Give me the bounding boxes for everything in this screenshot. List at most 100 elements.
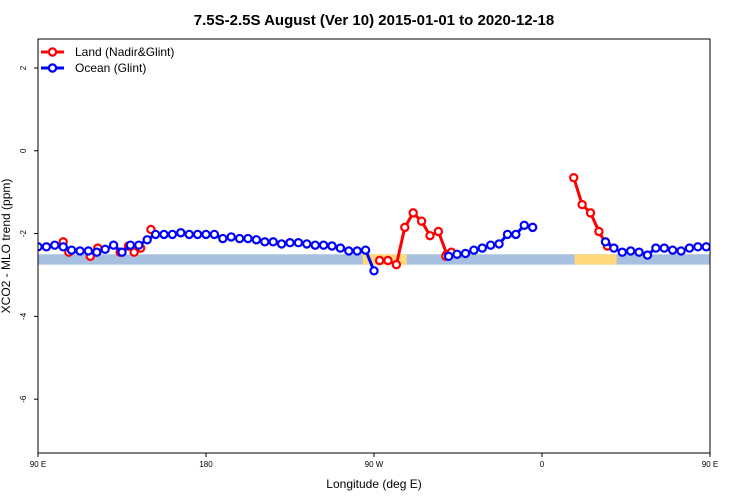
land-seg-5-point-1 [383, 255, 393, 266]
x-tick-label-1: 180 [199, 460, 213, 469]
y-tick-label-3: -4 [19, 312, 28, 320]
ocean-group-0-point-28 [268, 237, 278, 247]
ocean-group-0-point-23 [226, 232, 236, 242]
ocean-group-2-point-13 [709, 244, 710, 246]
ocean-group-0-point-18 [184, 229, 194, 240]
ocean-group-0-point-8 [100, 244, 110, 255]
ocean-group-0-point-2 [50, 240, 60, 250]
ocean-group-0-point-33 [310, 240, 320, 250]
ocean-group-0-point-14 [150, 229, 161, 240]
x-tick-label-3: 0 [540, 460, 545, 469]
land-seg-7-point-3 [594, 226, 604, 237]
land-seg-5-point-3 [400, 222, 410, 233]
y-tick-label-2: -2 [19, 229, 28, 237]
x-tick-label-2: 90 W [365, 460, 384, 469]
ocean-group-1-point-6 [494, 239, 504, 249]
ocean-group-0-point-13 [142, 235, 152, 245]
ocean-group-1-point-8 [511, 229, 521, 240]
land-seg-5-point-7 [433, 226, 444, 237]
ocean-group-1-point-1 [452, 249, 462, 259]
ocean-group-0-point-11 [125, 240, 136, 250]
ocean-group-2-point-11 [693, 242, 703, 252]
ocean-group-0-point-36 [335, 243, 346, 253]
ocean-group-0-point-24 [234, 233, 245, 244]
legend-ocean-label: Ocean (Glint) [75, 61, 146, 75]
ocean-group-0-point-4 [66, 245, 77, 255]
land-seg-7-point-0 [569, 172, 579, 183]
ocean-group-2-point-9 [676, 246, 686, 256]
ocean-group-2-point-16 [736, 247, 743, 254]
land-seg-7-point-2 [585, 208, 596, 218]
legend-land-marker [47, 47, 58, 57]
ocean-group-2-point-3 [625, 246, 636, 256]
land-seg-3-point-0 [129, 247, 139, 257]
ocean-group-0-point-40 [369, 266, 379, 276]
ocean-group-0-point-39 [360, 245, 371, 255]
ocean-group-0-point-30 [285, 237, 295, 248]
ocean-group-2-point-17 [745, 249, 750, 256]
ocean-group-2-point-2 [617, 247, 627, 257]
ocean-group-0-point-37 [344, 246, 354, 256]
ocean-group-1-point-3 [469, 245, 479, 255]
series-layer [38, 172, 750, 276]
land-seg-5-point-6 [425, 230, 435, 241]
y-tick-label-1: 0 [19, 148, 28, 153]
ocean-group-0-point-25 [243, 233, 253, 244]
ocean-group-0-point-38 [352, 246, 362, 256]
y-tick-label-0: 2 [19, 65, 28, 70]
land-band-1 [574, 254, 617, 265]
ocean-group-0-point-15 [159, 229, 169, 240]
land-seg-5-point-5 [416, 216, 427, 226]
ocean-group-0-point-31 [293, 237, 304, 248]
ocean-group-1-point-4 [477, 243, 487, 253]
ocean-group-1-point-5 [485, 240, 496, 250]
ocean-group-2-point-7 [659, 243, 669, 253]
land-seg-5-point-0 [374, 255, 385, 266]
ocean-group-1-point-0 [443, 251, 454, 262]
ocean-group-0-point-9 [108, 240, 119, 250]
ocean-group-0-point-1 [41, 242, 52, 252]
ocean-group-2-point-15 [728, 247, 735, 254]
ocean-group-0-point-26 [251, 235, 262, 245]
ocean-group-0-point-16 [167, 229, 178, 240]
legend-item-ocean: Ocean (Glint) [41, 61, 146, 75]
ocean-group-2-point-6 [651, 243, 661, 253]
chart-title: 7.5S-2.5S August (Ver 10) 2015-01-01 to … [194, 12, 554, 29]
y-tick-label-4: -6 [19, 395, 28, 403]
ocean-group-0-point-22 [218, 233, 228, 244]
ocean-group-2-point-5 [642, 250, 653, 260]
land-seg-5-point-4 [408, 208, 418, 218]
x-tick-label-0: 90 E [30, 460, 46, 469]
ocean-group-0-point-35 [327, 241, 337, 251]
ocean-group-1-point-9 [519, 220, 529, 230]
ocean-group-0-point-6 [83, 246, 94, 256]
ocean-group-0-point-12 [134, 240, 144, 250]
ocean-group-0-point-3 [58, 242, 68, 252]
land-seg-5-point-2 [391, 259, 402, 270]
ocean-group-2-point-14 [719, 243, 726, 250]
ocean-group-0-point-7 [92, 247, 102, 257]
ocean-group-2-point-4 [634, 247, 644, 257]
ocean-group-1-point-2 [460, 248, 471, 259]
y-axis-label: XCO2 - MLO trend (ppm) [0, 179, 13, 314]
x-axis: 90 E 180 90 W 0 90 E [30, 453, 718, 469]
legend-ocean-marker [47, 63, 58, 73]
ocean-group-0-point-17 [176, 228, 186, 238]
ocean-group-0-point-5 [75, 246, 85, 256]
x-tick-label-4: 90 E [702, 460, 718, 469]
ocean-group-0-point-34 [318, 240, 329, 250]
y-axis: 2 0 -2 -4 -6 [19, 65, 38, 403]
ocean-group-0-point-20 [201, 229, 211, 240]
ocean-group-0-point-10 [117, 247, 127, 257]
legend-item-land: Land (Nadir&Glint) [41, 45, 174, 59]
ocean-group-2-point-0 [600, 237, 611, 247]
surface-strip [38, 254, 710, 265]
ocean-group-0-point-27 [260, 237, 270, 247]
legend-land-label: Land (Nadir&Glint) [75, 45, 174, 59]
ocean-group-0-point-21 [209, 229, 220, 240]
ocean-group-2-point-12 [701, 242, 710, 252]
ocean-group-0-point-19 [192, 229, 203, 240]
legend: Land (Nadir&Glint) Ocean (Glint) [41, 45, 174, 75]
ocean-group-2-point-8 [667, 245, 678, 255]
